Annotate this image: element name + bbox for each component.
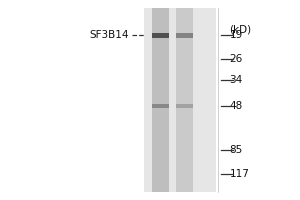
- Text: 34: 34: [230, 75, 243, 85]
- Bar: [176, 33, 193, 38]
- Text: 117: 117: [230, 169, 249, 179]
- Bar: [152, 33, 169, 38]
- Bar: [152, 8, 169, 192]
- Bar: [176, 8, 193, 192]
- Bar: [152, 104, 169, 108]
- Text: 26: 26: [230, 54, 243, 64]
- Text: (kD): (kD): [230, 24, 252, 34]
- Text: SF3B14: SF3B14: [89, 30, 129, 40]
- Text: 19: 19: [230, 30, 243, 40]
- Bar: [144, 8, 216, 192]
- Text: 48: 48: [230, 101, 243, 111]
- Bar: [176, 104, 193, 108]
- Text: 85: 85: [230, 145, 243, 155]
